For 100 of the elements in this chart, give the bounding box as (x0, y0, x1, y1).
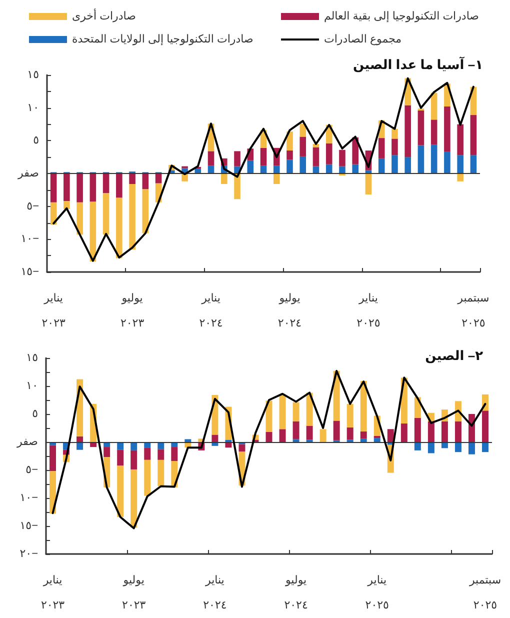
bar (129, 174, 136, 184)
bar (326, 143, 332, 164)
bar (457, 124, 464, 156)
bar (130, 469, 138, 528)
x-tick-label: يناير ٢٠٢٣ (42, 292, 66, 330)
bar (441, 421, 448, 442)
x-tick-label: يناير ٢٠٢٥ (356, 292, 380, 330)
bar (158, 460, 164, 486)
y-tick-label: ٥ (32, 408, 38, 420)
y-tick-label: ٥ (33, 134, 40, 147)
bar (208, 166, 214, 174)
bar (352, 164, 358, 174)
bar (333, 420, 340, 440)
y-tick-label: ١٥− (20, 266, 39, 278)
x-tick-label: يناير ٢٠٢٤ (199, 292, 223, 330)
bar (102, 193, 110, 235)
x-tick-label: سبتمبر ٢٠٢٥ (468, 574, 502, 612)
bar (184, 439, 192, 442)
bar (430, 144, 438, 174)
bar (64, 174, 70, 202)
bar (392, 128, 398, 139)
bar (76, 174, 83, 202)
bar (266, 432, 272, 442)
bar (404, 157, 411, 174)
y-tick-label: ١٠− (20, 233, 39, 246)
bar (457, 155, 464, 174)
y-tick-label: ١٠ (26, 380, 38, 392)
bar (130, 450, 138, 470)
legend-label: مجموع الصادرات (324, 34, 402, 46)
bar (260, 148, 267, 166)
bar (468, 442, 475, 454)
bar (326, 164, 332, 174)
bar (300, 136, 306, 156)
bar (50, 445, 56, 472)
y-tick-label: ١٠ (27, 102, 39, 114)
line-series (52, 370, 486, 530)
bar (144, 448, 151, 460)
bar (387, 429, 394, 442)
bar (346, 404, 354, 428)
bar (286, 160, 293, 174)
bar (273, 166, 280, 174)
bar (292, 402, 300, 422)
bar (444, 152, 450, 174)
bar (414, 418, 421, 442)
bar (360, 438, 367, 442)
bar (444, 106, 450, 152)
x-tick-label: يوليو ٢٠٢٣ (120, 292, 144, 330)
bar (144, 460, 151, 496)
bar (392, 138, 398, 156)
bar (430, 120, 438, 145)
bar (76, 436, 84, 442)
bar (286, 150, 293, 160)
bar (50, 174, 57, 202)
bar (273, 174, 280, 184)
bar (306, 426, 313, 440)
y-tick-label: ٢٠− (20, 548, 38, 560)
bar (212, 434, 218, 442)
bar (116, 174, 122, 198)
bar (64, 201, 70, 209)
bar (234, 174, 240, 200)
bar (418, 110, 424, 146)
line-series (52, 77, 474, 262)
chart-title: ٢– الصين (425, 348, 484, 364)
bar (392, 155, 398, 174)
bar (220, 174, 228, 184)
bar (454, 421, 462, 442)
bar (365, 174, 372, 195)
bar (470, 115, 477, 156)
y-tick-label: صفر (17, 168, 39, 180)
bar (158, 449, 164, 460)
x-tick-label: يناير ٢٠٢٤ (203, 574, 227, 612)
bar (117, 466, 124, 518)
bar (339, 166, 346, 174)
bar (418, 145, 424, 174)
y-tick-label: ١٥ (27, 69, 40, 81)
legend-label: صادرات التكنولوجيا إلى الولايات المتحدة (72, 34, 254, 46)
chart-title: ١– آسيا ما عدا الصين (353, 56, 484, 73)
bar (292, 421, 300, 440)
bar (339, 150, 346, 166)
x-tick-label: يوليو ٢٠٢٤ (284, 574, 308, 612)
legend-label: صادرات التكنولوجيا إلى بقية العالم (324, 10, 480, 22)
bar (260, 166, 267, 174)
bar (400, 424, 408, 442)
x-tick-label: يناير ٢٠٢٣ (40, 574, 65, 612)
bar (360, 380, 367, 432)
bar (374, 438, 380, 442)
bar (428, 421, 434, 442)
bar (346, 427, 354, 440)
bar (234, 151, 240, 166)
bar (360, 431, 367, 439)
bar (430, 92, 438, 120)
bar (171, 447, 178, 462)
bar (90, 174, 96, 202)
bar (116, 198, 122, 258)
bar (286, 131, 293, 151)
x-tick-label: يوليو ٢٠٢٤ (278, 292, 302, 330)
bar (300, 156, 306, 174)
bar (102, 174, 110, 194)
bar (129, 184, 136, 250)
bar (292, 439, 300, 442)
